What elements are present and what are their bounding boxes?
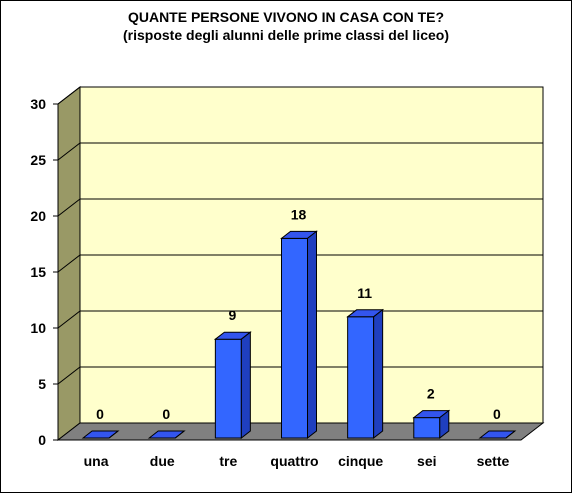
bar-side [439, 409, 450, 440]
bar [412, 409, 451, 440]
bar [280, 230, 318, 440]
bar-front [281, 237, 308, 439]
bar-side [108, 430, 119, 439]
y-tick-label: 30 [30, 96, 46, 112]
y-tick-label: 15 [30, 264, 46, 280]
y-tick-label: 25 [30, 152, 46, 168]
bar-side [240, 331, 251, 440]
chart-title: QUANTE PERSONE VIVONO IN CASA CON TE? [127, 9, 445, 25]
x-tick-label: una [84, 453, 109, 469]
bar-front [347, 316, 375, 439]
gridline [57, 310, 543, 329]
gridline [57, 86, 543, 105]
data-label: 0 [96, 406, 104, 422]
gridline [57, 254, 543, 273]
x-tick-label: tre [219, 453, 237, 469]
bar-side [373, 308, 384, 440]
x-tick-label: sette [477, 453, 510, 469]
gridline [57, 198, 543, 217]
x-tick-label: quattro [270, 453, 318, 469]
y-tick-label: 0 [38, 432, 46, 448]
y-tick-label: 5 [38, 376, 46, 392]
bar-side [505, 430, 516, 439]
y-tick-label: 20 [30, 208, 46, 224]
bar [213, 331, 252, 440]
bar [147, 430, 186, 439]
gridline [57, 366, 543, 385]
x-tick-label: sei [417, 453, 436, 469]
x-tick-label: cinque [338, 453, 383, 469]
data-label: 18 [291, 206, 307, 222]
data-label: 9 [228, 307, 236, 323]
x-tick-label: due [150, 453, 175, 469]
bar-front [413, 417, 441, 439]
data-label: 2 [427, 386, 435, 402]
bar [478, 430, 517, 439]
data-label: 0 [493, 406, 501, 422]
chart-subtitle: (risposte degli alunni delle prime class… [123, 27, 449, 43]
bar-side [307, 230, 317, 440]
bar-front [214, 338, 242, 439]
bar [81, 430, 120, 439]
y-tick-label: 10 [30, 320, 46, 336]
bar-side [174, 430, 185, 439]
bar [346, 308, 385, 440]
data-label: 0 [162, 406, 170, 422]
gridline [57, 142, 543, 161]
data-label: 11 [357, 285, 372, 301]
